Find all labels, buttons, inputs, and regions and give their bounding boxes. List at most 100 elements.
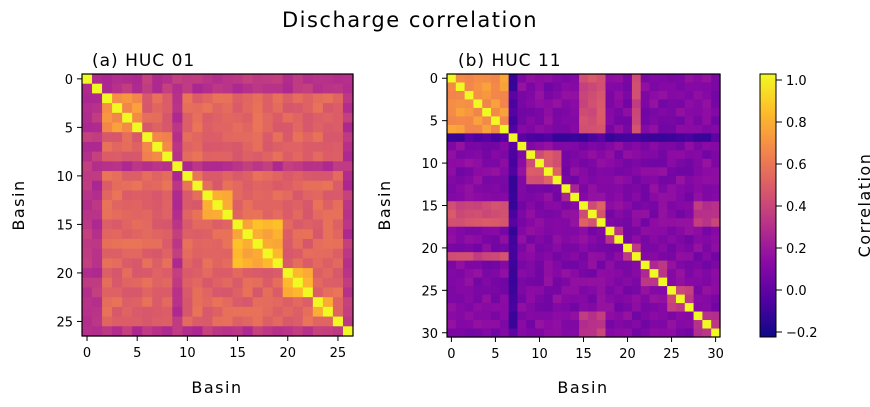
heatmap-cell	[92, 200, 103, 211]
heatmap-cell	[122, 219, 133, 230]
heatmap-cell	[623, 201, 633, 211]
heatmap-cell	[102, 297, 113, 308]
heatmap-cell	[596, 107, 607, 118]
heatmap-cell	[596, 328, 607, 338]
heatmap-cell	[262, 151, 274, 162]
heatmap-cell	[322, 326, 334, 337]
heatmap-cell	[579, 286, 589, 296]
heatmap-cell	[132, 297, 143, 308]
heatmap-cell	[455, 175, 466, 185]
heatmap-cell	[587, 133, 598, 143]
heatmap-cell	[561, 226, 571, 236]
heatmap-cell	[543, 184, 554, 194]
heatmap-cell	[152, 287, 163, 298]
heatmap-cell	[482, 269, 492, 279]
heatmap-cell	[596, 116, 607, 126]
heatmap-cell	[702, 74, 712, 84]
heatmap-cell	[172, 103, 183, 114]
heatmap-cell	[182, 248, 194, 259]
heatmap-cell	[202, 103, 214, 114]
heatmap-cell	[543, 90, 554, 101]
heatmap-cell	[543, 243, 554, 253]
heatmap-cell	[508, 311, 519, 321]
heatmap-cell	[587, 184, 598, 194]
heatmap-cell	[202, 141, 214, 153]
heatmap-cell	[605, 201, 615, 211]
heatmap-cell	[272, 277, 284, 289]
heatmap-cell	[82, 190, 93, 201]
heatmap-cell	[312, 248, 324, 259]
heatmap-cell	[596, 192, 607, 202]
heatmap-cell	[312, 219, 324, 230]
heatmap-cell	[623, 133, 633, 143]
heatmap-cell	[112, 112, 123, 124]
heatmap-cell	[112, 277, 123, 289]
heatmap-cell	[711, 311, 721, 321]
heatmap-cell	[596, 311, 607, 321]
heatmap-cell	[455, 303, 466, 313]
heatmap-cell	[182, 190, 194, 201]
heatmap-cell	[623, 150, 633, 160]
heatmap-cell	[272, 219, 284, 230]
heatmap-cell	[596, 269, 607, 279]
heatmap-cell	[122, 180, 133, 192]
heatmap-cell	[693, 192, 703, 202]
heatmap-cell	[649, 192, 659, 202]
heatmap-cell	[222, 180, 234, 192]
heatmap-cell	[711, 218, 721, 228]
heatmap-cell	[152, 180, 163, 192]
heatmap-cell	[132, 190, 143, 201]
heatmap-cell	[517, 294, 527, 304]
heatmap-cell	[92, 229, 103, 240]
heatmap-cell	[482, 328, 492, 338]
heatmap-cell	[587, 99, 598, 109]
heatmap-cell	[322, 83, 334, 95]
heatmap-cell	[262, 171, 274, 182]
heatmap-cell	[517, 192, 527, 202]
heatmap-cell	[332, 306, 344, 318]
heatmap-cell	[579, 252, 589, 262]
heatmap-cell	[640, 116, 651, 126]
heatmap-cell	[322, 248, 334, 259]
heatmap-cell	[587, 192, 598, 202]
heatmap-cell	[614, 209, 624, 219]
heatmap-cell	[561, 328, 571, 338]
x-tick-label: 5	[133, 346, 141, 361]
y-tick-label: 20	[56, 267, 73, 282]
heatmap-cell	[112, 219, 123, 230]
heatmap-cell	[526, 243, 536, 253]
heatmap-cell	[447, 328, 457, 338]
heatmap-cell	[142, 258, 153, 269]
heatmap-cell	[693, 124, 703, 134]
heatmap-cell	[623, 99, 633, 109]
heatmap-cell	[508, 286, 519, 296]
heatmap-cell	[302, 112, 314, 124]
heatmap-cell	[526, 201, 536, 211]
heatmap-cell	[499, 107, 510, 118]
heatmap-cell	[640, 311, 651, 321]
heatmap-cell	[272, 93, 284, 104]
heatmap-cell	[693, 99, 703, 109]
heatmap-cell	[112, 200, 123, 211]
heatmap-cell	[152, 141, 163, 153]
heatmap-cell	[517, 124, 527, 134]
heatmap-cell	[162, 277, 173, 289]
heatmap-cell	[702, 235, 712, 245]
heatmap-cell	[552, 175, 563, 185]
heatmap-cell	[162, 229, 173, 240]
heatmap-cell	[342, 74, 354, 85]
heatmap-cell	[102, 151, 113, 162]
heatmap-cell	[561, 209, 571, 219]
heatmap-cell	[491, 107, 501, 118]
heatmap-cell	[172, 180, 183, 192]
heatmap-cell	[535, 209, 545, 219]
heatmap-cell	[667, 141, 677, 151]
heatmap-cell	[526, 226, 536, 236]
heatmap-cell	[262, 229, 274, 240]
heatmap-cell	[596, 175, 607, 185]
heatmap-cell	[614, 303, 624, 313]
heatmap-cell	[675, 286, 686, 296]
heatmap-cell	[711, 175, 721, 185]
heatmap-cell	[658, 192, 668, 202]
heatmap-cell	[702, 226, 712, 236]
